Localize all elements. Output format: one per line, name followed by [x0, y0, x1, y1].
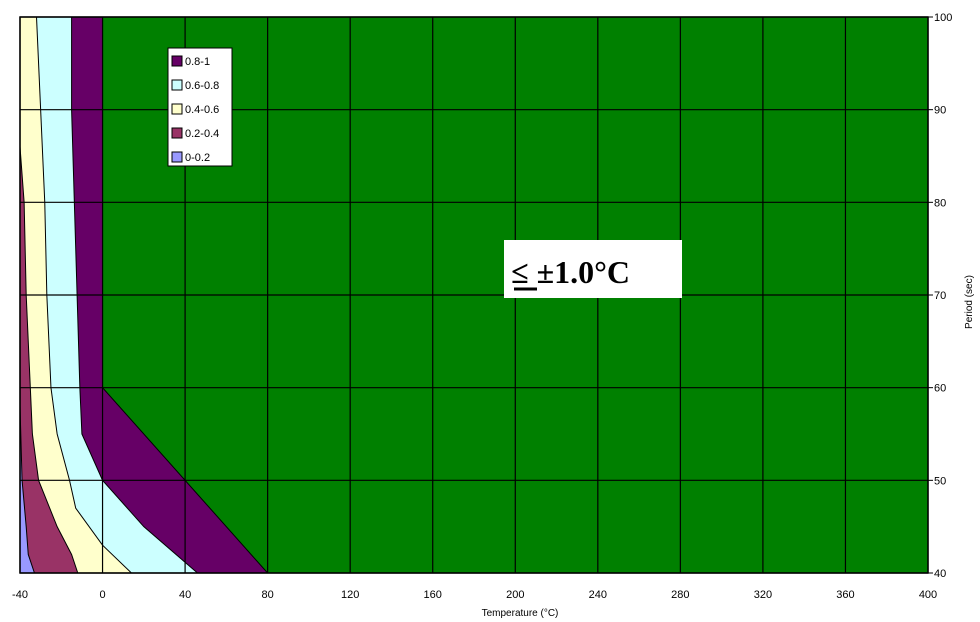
y-tick-label: 60: [934, 383, 946, 395]
x-tick-label: 280: [671, 589, 689, 601]
annotation-text: ≤ ±1.0°C: [511, 254, 630, 290]
annotation-value: ±1.0°C: [529, 254, 630, 290]
legend: 0.8-1 0.6-0.8 0.4-0.6 0.2-0.4 0-0.2: [167, 47, 233, 167]
x-tick-label: 0: [99, 589, 105, 601]
x-tick-label: 200: [506, 589, 524, 601]
legend-swatch: [171, 103, 183, 115]
x-tick-label: -40: [12, 589, 28, 601]
y-tick-label: 50: [934, 475, 946, 487]
y-tick-label: 70: [934, 290, 946, 302]
x-tick-label: 120: [341, 589, 359, 601]
x-tick-label: 40: [179, 589, 191, 601]
y-tick-label: 90: [934, 105, 946, 117]
y-tick-labels: 40 50 60 70 80 90 100: [934, 12, 952, 580]
y-axis-label: Period (sec): [964, 275, 975, 329]
legend-swatch: [171, 79, 183, 91]
x-tick-labels: -40 0 40 80 120 160 200 240 280 320 360 400: [12, 589, 937, 601]
x-tick-label: 400: [919, 589, 937, 601]
x-tick-label: 360: [836, 589, 854, 601]
legend-label: 0.2-0.4: [185, 128, 219, 140]
y-tick-label: 40: [934, 568, 946, 580]
y-tick-label: 80: [934, 197, 946, 209]
x-tick-label: 80: [262, 589, 274, 601]
x-tick-label: 320: [754, 589, 772, 601]
tolerance-annotation: ≤ ±1.0°C: [504, 240, 682, 298]
y-tick-label: 100: [934, 12, 952, 24]
legend-swatch: [171, 127, 183, 139]
legend-label: 0.4-0.6: [185, 104, 219, 116]
x-tick-label: 160: [424, 589, 442, 601]
x-axis-label: Temperature (°C): [482, 608, 559, 619]
x-tick-label: 240: [589, 589, 607, 601]
legend-swatch: [171, 151, 183, 163]
legend-label: 0.6-0.8: [185, 80, 219, 92]
legend-swatch: [171, 55, 183, 67]
legend-label: 0-0.2: [185, 152, 210, 164]
annotation-le-glyph: ≤: [511, 254, 529, 290]
legend-label: 0.8-1: [185, 56, 210, 68]
